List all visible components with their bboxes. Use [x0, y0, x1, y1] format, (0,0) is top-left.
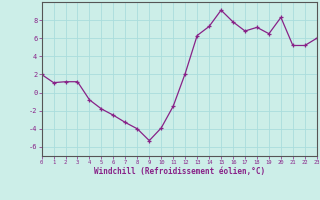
X-axis label: Windchill (Refroidissement éolien,°C): Windchill (Refroidissement éolien,°C) [94, 167, 265, 176]
